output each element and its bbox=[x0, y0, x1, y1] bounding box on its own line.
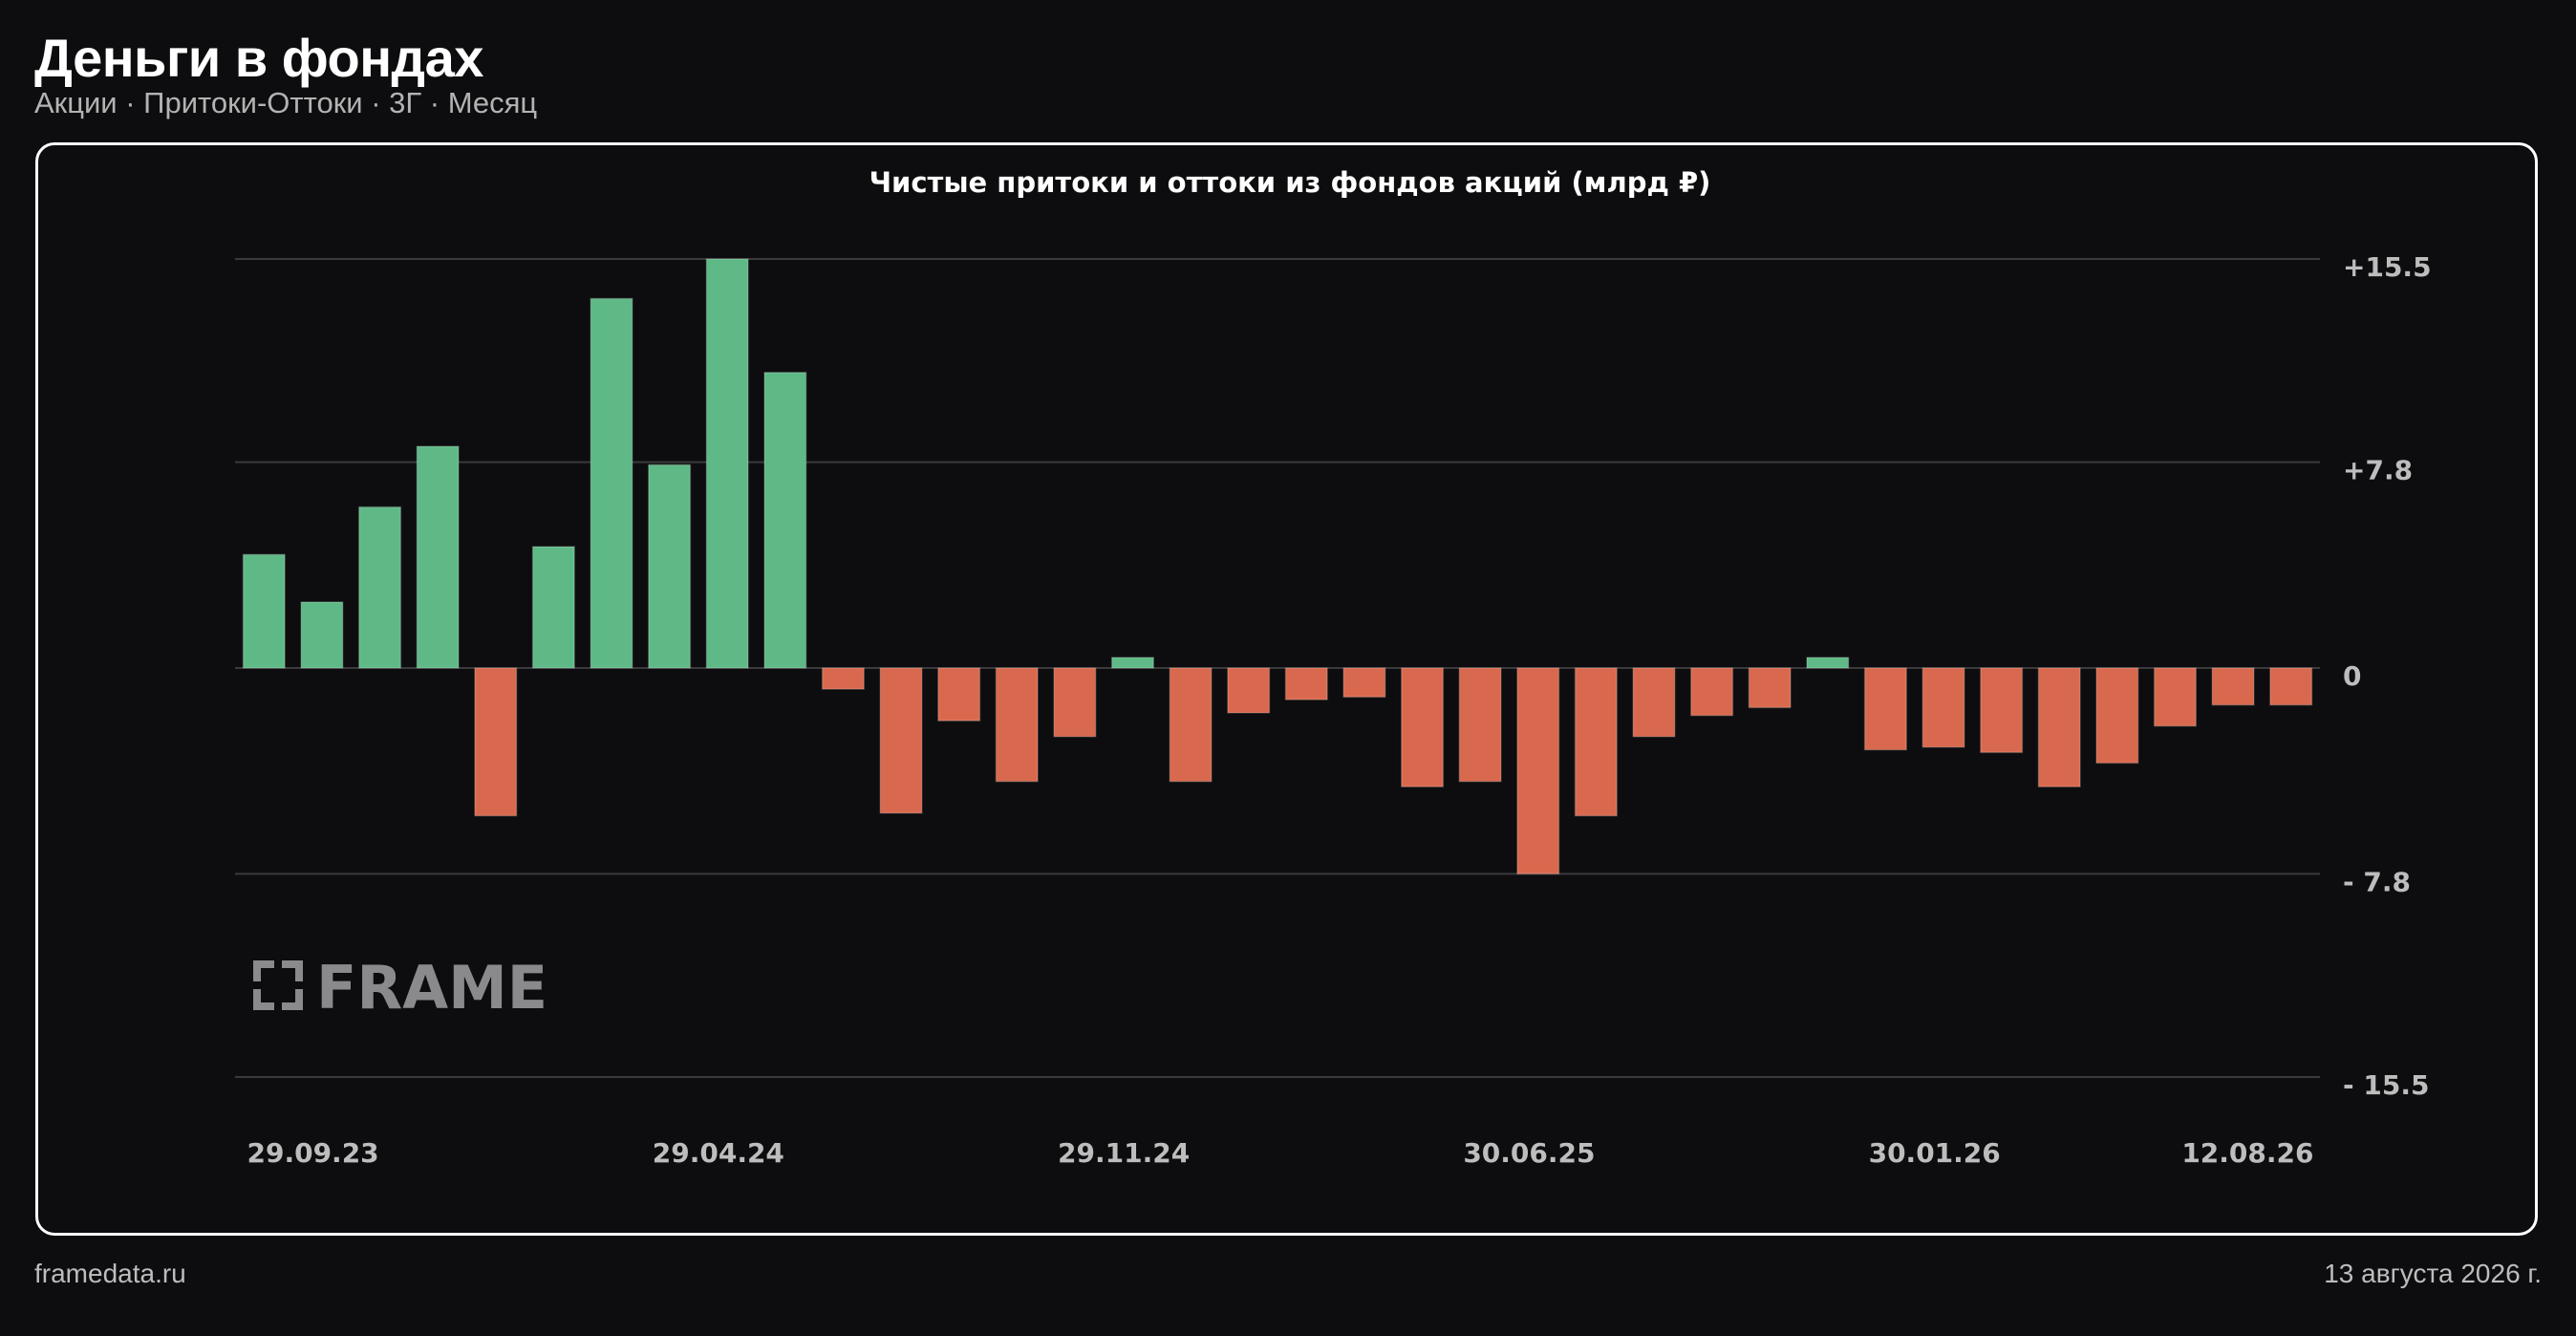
x-tick-label: 29.04.24 bbox=[653, 1137, 784, 1169]
page-title: Деньги в фондах bbox=[34, 28, 483, 88]
x-tick-label: 29.11.24 bbox=[1058, 1137, 1190, 1169]
x-axis: 29.09.23 29.04.24 29.11.24 30.06.25 30.01.26… bbox=[247, 1137, 2313, 1169]
bar-13[interactable] bbox=[995, 667, 1039, 783]
bar-26[interactable] bbox=[1748, 667, 1792, 709]
bar-6[interactable] bbox=[590, 297, 633, 669]
bar-22[interactable] bbox=[1516, 667, 1560, 875]
x-tick-label: 12.08.26 bbox=[2181, 1137, 2313, 1169]
watermark: FRAME bbox=[253, 953, 547, 1023]
bar-chart: Чистые притоки и оттоки из фондов акций … bbox=[235, 166, 2432, 1169]
bar-31[interactable] bbox=[2037, 667, 2081, 788]
x-tick-label: 29.09.23 bbox=[247, 1137, 378, 1169]
frame-logo-text: FRAME bbox=[316, 953, 547, 1023]
y-tick-label: +7.8 bbox=[2343, 455, 2413, 486]
bar-25[interactable] bbox=[1690, 667, 1734, 717]
bar-32[interactable] bbox=[2095, 667, 2139, 765]
bar-0[interactable] bbox=[242, 553, 286, 669]
bar-9[interactable] bbox=[763, 371, 807, 669]
bar-29[interactable] bbox=[1921, 667, 1965, 748]
bar-33[interactable] bbox=[2153, 667, 2198, 727]
y-tick-label: - 7.8 bbox=[2343, 866, 2411, 897]
footer-source[interactable]: framedata.ru bbox=[34, 1259, 186, 1288]
bar-27[interactable] bbox=[1806, 657, 1850, 669]
y-tick-label: +15.5 bbox=[2343, 251, 2432, 283]
bar-18[interactable] bbox=[1284, 667, 1328, 700]
bar-12[interactable] bbox=[937, 667, 981, 722]
bar-5[interactable] bbox=[531, 546, 575, 669]
y-axis: +15.5 +7.8 0 - 7.8 - 15.5 bbox=[2343, 251, 2432, 1101]
bar-21[interactable] bbox=[1458, 667, 1502, 783]
bar-35[interactable] bbox=[2269, 667, 2313, 706]
chart-title: Чистые притоки и оттоки из фондов акций … bbox=[869, 166, 1711, 199]
footer-date: 13 августа 2026 г. bbox=[2324, 1259, 2542, 1288]
page-subtitle: Акции · Притоки-Оттоки · 3Г · Месяц bbox=[34, 86, 538, 119]
bar-16[interactable] bbox=[1169, 667, 1213, 783]
bar-8[interactable] bbox=[705, 258, 749, 669]
y-tick-label: 0 bbox=[2343, 660, 2361, 692]
bar-3[interactable] bbox=[416, 445, 460, 669]
bar-14[interactable] bbox=[1053, 667, 1097, 738]
x-tick-label: 30.01.26 bbox=[1869, 1137, 2001, 1169]
bar-7[interactable] bbox=[648, 463, 692, 669]
bar-15[interactable] bbox=[1110, 657, 1155, 669]
frame-logo-icon bbox=[253, 960, 303, 1010]
chart-frame: Чистые притоки и оттоки из фондов акций … bbox=[35, 142, 2538, 1236]
bar-24[interactable] bbox=[1632, 667, 1676, 738]
bar-20[interactable] bbox=[1400, 667, 1445, 788]
bars bbox=[242, 258, 2313, 875]
x-tick-label: 30.06.25 bbox=[1463, 1137, 1595, 1169]
bar-34[interactable] bbox=[2211, 667, 2255, 706]
bar-17[interactable] bbox=[1227, 667, 1271, 714]
bar-2[interactable] bbox=[357, 506, 402, 669]
bar-19[interactable] bbox=[1342, 667, 1386, 699]
bar-10[interactable] bbox=[821, 667, 865, 690]
bar-30[interactable] bbox=[1980, 667, 2024, 754]
y-tick-label: - 15.5 bbox=[2343, 1069, 2429, 1101]
bar-23[interactable] bbox=[1574, 667, 1618, 817]
bar-1[interactable] bbox=[300, 601, 344, 669]
bar-28[interactable] bbox=[1863, 667, 1907, 751]
bar-11[interactable] bbox=[879, 667, 923, 814]
bar-4[interactable] bbox=[474, 667, 518, 817]
grid-lines bbox=[235, 258, 2320, 1078]
